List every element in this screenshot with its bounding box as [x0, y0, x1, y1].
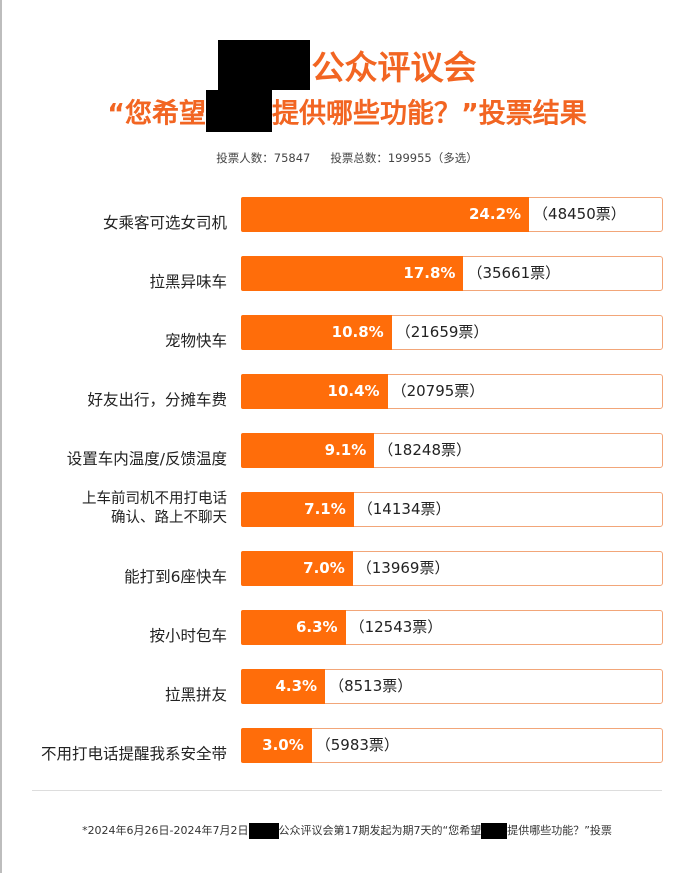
vote-count-label: （35661票）	[467, 264, 561, 282]
subtitle: “您希望 提供哪些功能？”投票结果	[2, 90, 690, 132]
voter-count: 投票人数：75847	[216, 151, 311, 165]
main-title: 公众评议会	[2, 40, 690, 90]
bar-row: 宠物快车 10.8% （21659票）	[2, 314, 690, 352]
value-label: 9.1%	[324, 441, 367, 459]
value-label: 4.3%	[275, 677, 318, 695]
bar-row: 按小时包车 6.3% （12543票）	[2, 609, 690, 647]
vote-count-label: （13969票）	[356, 559, 450, 577]
bar	[241, 728, 312, 763]
redacted-block	[481, 823, 508, 839]
bar	[241, 669, 326, 704]
bar	[241, 433, 375, 468]
vote-count-label: （8513票）	[329, 677, 413, 695]
vote-count-label: （5983票）	[315, 736, 399, 754]
value-label: 10.4%	[327, 382, 380, 400]
value-label: 17.8%	[403, 264, 456, 282]
bar	[241, 197, 530, 232]
bar	[241, 374, 388, 409]
bar-row: 拉黑拼友 4.3% （8513票）	[2, 668, 690, 706]
category-label: 拉黑异味车	[149, 273, 227, 292]
bar	[241, 492, 354, 527]
vote-count-label: （14134票）	[357, 500, 451, 518]
value-label: 3.0%	[262, 736, 304, 754]
value-label: 10.8%	[331, 323, 384, 341]
redacted-block	[248, 823, 279, 839]
vote-count-label: （21659票）	[395, 323, 489, 341]
bar	[241, 256, 464, 291]
bar	[241, 315, 392, 350]
value-label: 24.2%	[469, 205, 522, 223]
bar-row: 上车前司机不用打电话 确认、路上不聊天 7.1% （14134票）	[2, 491, 690, 529]
value-label: 7.0%	[303, 559, 345, 577]
vote-count-label: （48450票）	[533, 205, 626, 223]
bar-row: 能打到6座快车 7.0% （13969票）	[2, 550, 690, 588]
vote-stats: 投票人数：75847 投票总数：199955（多选）	[2, 150, 690, 166]
footnote: *2024年6月26日-2024年7月2日 公众评议会第17期发起为期7天的“您希…	[2, 822, 690, 839]
category-label: 上车前司机不用打电话 确认、路上不聊天	[82, 490, 227, 527]
category-label: 按小时包车	[149, 627, 227, 646]
footnote-part: 公众评议会第17期发起为期7天的“您希望	[278, 824, 482, 837]
footnote-part: *2024年6月26日-2024年7月2日	[82, 824, 249, 837]
vote-count-label: （12543票）	[349, 618, 443, 636]
bar-row: 不用打电话提醒我系安全带 3.0% （5983票）	[2, 727, 690, 765]
category-label: 拉黑拼友	[164, 686, 227, 705]
redacted-block	[217, 40, 310, 90]
category-label: 好友出行，分摊车费	[87, 391, 227, 410]
divider	[32, 790, 662, 791]
value-label: 7.1%	[304, 500, 346, 518]
value-label: 6.3%	[295, 618, 338, 636]
bar-row: 设置车内温度/反馈温度 9.1% （18248票）	[2, 432, 690, 470]
category-label: 宠物快车	[164, 332, 227, 351]
bar	[241, 610, 346, 645]
bar-row: 拉黑异味车 17.8% （35661票）	[2, 255, 690, 293]
subtitle-suffix: 提供哪些功能？”投票结果	[272, 98, 587, 130]
redacted-block	[206, 90, 272, 132]
bar	[241, 551, 353, 586]
category-label: 能打到6座快车	[124, 568, 227, 587]
footnote-part: 提供哪些功能？”投票	[507, 824, 612, 837]
category-label: 不用打电话提醒我系安全带	[40, 745, 227, 764]
bar-row: 好友出行，分摊车费 10.4% （20795票）	[2, 373, 690, 411]
category-label: 女乘客可选女司机	[102, 214, 227, 233]
vote-count-label: （18248票）	[378, 441, 471, 459]
bar-row: 女乘客可选女司机 24.2% （48450票）	[2, 196, 690, 234]
category-label: 设置车内温度/反馈温度	[66, 450, 227, 469]
title-text: 公众评议会	[311, 48, 477, 87]
total-votes: 投票总数：199955（多选）	[330, 151, 478, 165]
vote-count-label: （20795票）	[391, 382, 485, 400]
subtitle-prefix: “您希望	[107, 98, 206, 130]
